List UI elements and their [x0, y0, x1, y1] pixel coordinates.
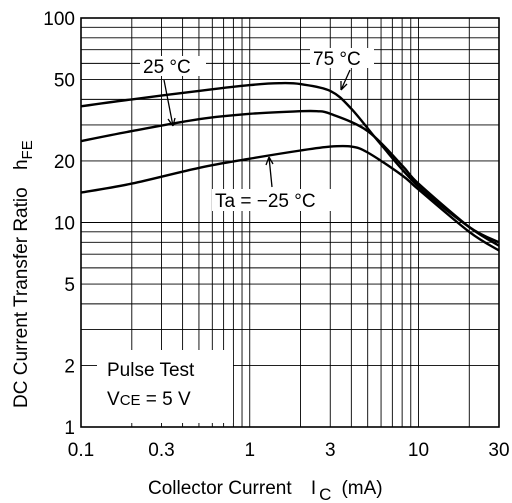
x-tick-label: 1 [244, 440, 255, 461]
y-tick-label: 50 [54, 71, 75, 92]
leader-arrows [163, 69, 351, 188]
y-axis-label: DC Current Transfer Ratio [11, 187, 32, 408]
x-axis-sub: C [319, 485, 331, 503]
x-tick-label: 3 [325, 440, 336, 461]
y-axis-symbol: h [11, 159, 32, 170]
series-label-m25: Ta = −25 °C [215, 191, 316, 212]
arrow-75 [340, 69, 351, 91]
x-axis-symbol: I [311, 478, 316, 499]
y-tick-label: 2 [64, 356, 75, 377]
vce-symbol: V [107, 389, 120, 410]
x-tick-label: 0.3 [148, 440, 174, 461]
x-tick-label: 0.1 [68, 440, 94, 461]
y-tick-label: 10 [54, 214, 75, 235]
x-axis-title: Collector Current I C (mA) [148, 478, 383, 503]
vce-value: = 5 V [141, 389, 191, 410]
x-tick-label: 10 [408, 440, 429, 461]
label-bg-75 [310, 48, 374, 68]
curves [80, 81, 500, 252]
y-tick-label: 20 [54, 152, 75, 173]
series-line-1 [80, 109, 500, 247]
y-tick-label: 5 [64, 275, 75, 296]
x-tick-label: 30 [488, 440, 509, 461]
y-axis-title: DC Current Transfer Ratio hFE [11, 140, 36, 408]
label-bg-m25 [212, 189, 346, 211]
y-tick-label: 1 [64, 418, 75, 439]
y-tick-labels: 1 2 5 10 20 50 100 [43, 9, 75, 439]
series-label-75: 75 °C [313, 49, 361, 70]
vce-label: VCE = 5 V [107, 389, 191, 410]
pulse-test-label: Pulse Test [107, 360, 195, 381]
legend-box [97, 350, 233, 423]
arrow-m25 [265, 156, 274, 188]
x-axis-label: Collector Current [148, 478, 292, 499]
x-axis-unit: (mA) [341, 478, 382, 499]
vce-sub: CE [120, 392, 141, 409]
series-line-2 [80, 144, 500, 252]
y-tick-label: 100 [43, 9, 75, 30]
arrow-25 [163, 79, 176, 127]
x-tick-labels: 0.1 0.3 1 3 10 30 [68, 440, 510, 461]
plot-frame [80, 17, 500, 428]
grid-lines [81, 18, 499, 427]
series-line-0 [80, 81, 500, 244]
series-label-25: 25 °C [143, 57, 191, 78]
y-axis-sub: FE [19, 140, 36, 159]
label-bg-25 [140, 56, 206, 76]
